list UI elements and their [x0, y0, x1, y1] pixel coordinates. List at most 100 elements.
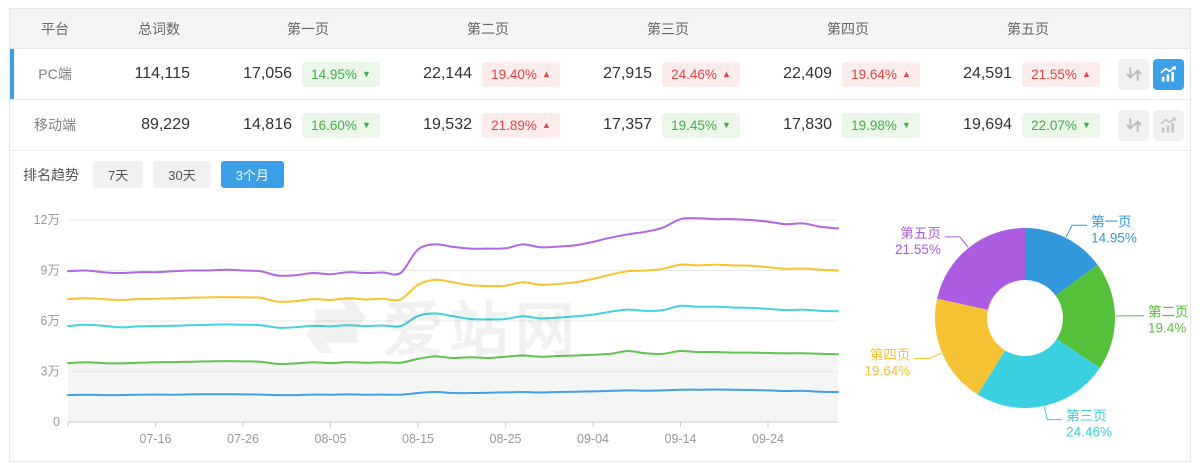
- donut-label-name: 第四页: [870, 347, 911, 363]
- page-3-cell: 17,357 19.45% ▼: [578, 112, 758, 138]
- down-triangle-icon: ▼: [1081, 119, 1091, 130]
- x-axis-label: 07-16: [140, 432, 172, 446]
- donut-leader-line: [914, 352, 942, 360]
- down-triangle-icon: ▼: [721, 119, 731, 130]
- trend-line-series-4: [67, 349, 839, 365]
- sort-arrows-icon: [1126, 118, 1141, 132]
- donut-label-percent: 19.64%: [864, 364, 910, 379]
- table-row-PC端[interactable]: PC端 114,115 17,056 14.95% ▼ 22,144 19.40% ▲ 27,9…: [10, 49, 1190, 100]
- row-actions: [1118, 109, 1190, 141]
- page-count-value: 17,357: [603, 116, 652, 133]
- donut-slice-4[interactable]: [935, 298, 1006, 395]
- table-row-移动端[interactable]: 移动端 89,229 14,816 16.60% ▼ 19,532 21.89% ▲ 17,35…: [10, 100, 1190, 151]
- donut-label-percent: 21.55%: [895, 242, 941, 257]
- page-5-cell: 24,591 21.55% ▲: [938, 61, 1118, 87]
- change-percent: 16.60%: [311, 117, 357, 133]
- column-header-6: 第四页: [827, 20, 869, 37]
- page-count-value: 17,830: [783, 116, 832, 133]
- x-axis-label: 07-26: [227, 432, 259, 446]
- page-5-cell: 19,694 22.07% ▼: [938, 112, 1118, 138]
- x-axis-label: 09-04: [577, 432, 609, 446]
- tab-1[interactable]: 7天: [93, 161, 144, 188]
- change-badge: 19.45% ▼: [662, 112, 740, 138]
- change-percent: 19.98%: [851, 117, 897, 133]
- trend-line-series-2: [67, 263, 839, 303]
- up-triangle-icon: ▲: [721, 68, 731, 79]
- sort-arrows-icon: [1126, 67, 1141, 81]
- y-axis-label: 12万: [34, 213, 60, 227]
- sort-compare-button[interactable]: [1118, 58, 1149, 90]
- page-count-value: 27,915: [603, 65, 652, 82]
- trend-tabs: 7天 30天 3个月: [93, 161, 284, 188]
- platform-label: PC端: [38, 66, 72, 82]
- column-header-4: 第二页: [467, 20, 509, 37]
- y-axis-label: 3万: [41, 365, 60, 379]
- up-triangle-icon: ▲: [541, 68, 551, 79]
- up-triangle-icon: ▲: [541, 119, 551, 130]
- page-count-value: 17,056: [243, 65, 292, 82]
- donut-slice-2[interactable]: [1055, 264, 1115, 368]
- donut-label-name: 第五页: [900, 225, 941, 241]
- up-triangle-icon: ▲: [901, 68, 911, 79]
- donut-label-name: 第一页: [1091, 213, 1132, 229]
- donut-label-percent: 19.4%: [1148, 321, 1186, 336]
- change-percent: 14.95%: [311, 66, 357, 82]
- donut-label-name: 第三页: [1066, 408, 1107, 424]
- trend-line-series-3: [67, 304, 839, 329]
- page-distribution-donut: 第一页 14.95% 第二页 19.4% 第三页 24.46% 第四页 19.64% 第五页 21…: [845, 196, 1190, 458]
- donut-slice-1[interactable]: [1025, 228, 1098, 296]
- page-count-value: 22,144: [423, 65, 472, 82]
- donut-leader-line: [944, 236, 969, 248]
- donut-leader-line: [1043, 406, 1063, 421]
- table-header-row: 平台 总词数 第一页 第二页 第三页 第四页 第五页: [10, 9, 1190, 49]
- x-axis-label: 09-24: [752, 432, 784, 446]
- page-2-cell: 22,144 19.40% ▲: [398, 61, 578, 87]
- trend-line-chart: 0 3万 6万 9万 12万 07-16 07-26 08-05 08-15 08-25 09-04…: [10, 196, 845, 461]
- change-badge: 24.46% ▲: [662, 61, 740, 87]
- change-badge: 21.55% ▲: [1022, 61, 1100, 87]
- donut-slice-5[interactable]: [937, 228, 1025, 310]
- donut-label-name: 第二页: [1148, 304, 1189, 320]
- change-percent: 22.07%: [1031, 117, 1077, 133]
- page-2-cell: 19,532 21.89% ▲: [398, 112, 578, 138]
- trend-toolbar: 排名趋势 7天 30天 3个月: [10, 151, 1190, 196]
- down-triangle-icon: ▼: [361, 68, 371, 79]
- change-badge: 22.07% ▼: [1022, 112, 1100, 138]
- keyword-rank-panel: 平台 总词数 第一页 第二页 第三页 第四页 第五页 PC端 114,115 17,056 14.…: [9, 8, 1191, 462]
- page-count-value: 24,591: [963, 65, 1012, 82]
- page-count-value: 22,409: [783, 65, 832, 82]
- total-words-value: 114,115: [134, 65, 190, 82]
- bar-chart-icon: [1160, 65, 1176, 82]
- total-words-value: 89,229: [141, 116, 190, 133]
- trend-line-series-5: [67, 388, 839, 397]
- trend-chart-button[interactable]: [1153, 58, 1184, 90]
- column-header-2: 总词数: [138, 20, 180, 37]
- column-header-5: 第三页: [647, 20, 689, 37]
- y-axis-label: 6万: [41, 314, 60, 328]
- donut-slice-3[interactable]: [977, 339, 1100, 408]
- tab-2[interactable]: 30天: [153, 161, 211, 188]
- donut-label-percent: 24.46%: [1066, 425, 1112, 440]
- trend-line-chart-svg: 0 3万 6万 9万 12万 07-16 07-26 08-05 08-15 08-25 09-04…: [34, 213, 839, 446]
- change-percent: 19.64%: [851, 66, 897, 82]
- x-axis-label: 08-25: [490, 432, 522, 446]
- change-percent: 19.40%: [491, 66, 537, 82]
- change-percent: 24.46%: [671, 66, 717, 82]
- table-body: PC端 114,115 17,056 14.95% ▼ 22,144 19.40% ▲ 27,9…: [10, 49, 1190, 151]
- column-header-7: 第五页: [1007, 20, 1049, 37]
- bar-chart-icon: [1160, 116, 1176, 133]
- page-count-value: 19,532: [423, 116, 472, 133]
- change-percent: 21.55%: [1031, 66, 1077, 82]
- trend-line-series-1: [67, 217, 839, 277]
- sort-compare-button[interactable]: [1118, 109, 1149, 141]
- page-1-cell: 14,816 16.60% ▼: [218, 112, 398, 138]
- page-count-value: 14,816: [243, 116, 292, 133]
- row-actions: [1118, 58, 1190, 90]
- tab-3[interactable]: 3个月: [220, 161, 284, 188]
- change-badge: 19.98% ▼: [842, 112, 920, 138]
- trend-chart-button[interactable]: [1153, 109, 1184, 141]
- series-area-fill: [68, 350, 838, 422]
- page-4-cell: 22,409 19.64% ▲: [758, 61, 938, 87]
